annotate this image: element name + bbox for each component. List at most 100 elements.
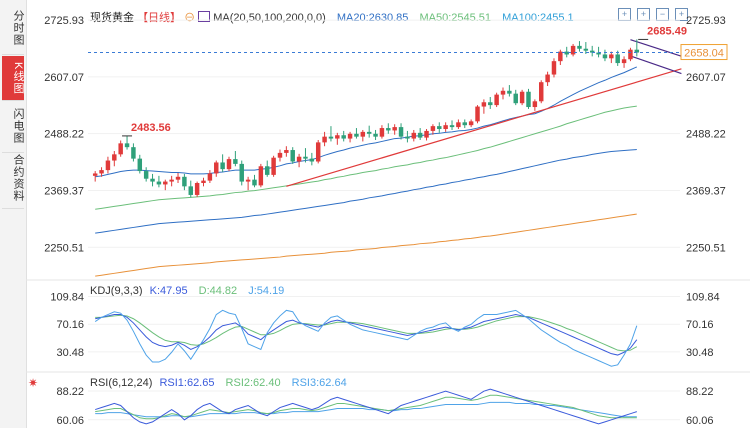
candle-body <box>468 121 474 126</box>
candle-body <box>551 61 557 75</box>
candle-body <box>201 180 206 184</box>
kdj-k-line <box>95 314 638 356</box>
kdj-tick-left: 70.16 <box>56 319 84 331</box>
candle-body <box>112 154 117 161</box>
tab-lightning[interactable]: 闪电图 <box>2 100 24 153</box>
tab-contract-info[interactable]: 合约资料 <box>2 148 24 209</box>
candle-body <box>513 93 518 104</box>
candle-body <box>417 132 423 138</box>
candle-body <box>507 90 512 94</box>
candle-body <box>194 183 200 195</box>
settings-icon[interactable]: ✷ <box>28 376 39 390</box>
reset-icon[interactable]: + <box>675 8 688 21</box>
kdj-j-line <box>94 309 638 367</box>
candle-body <box>137 158 143 172</box>
rsi3-value: RSI3:62.64 <box>291 377 347 389</box>
kdj-tick-left: 109.84 <box>50 291 84 303</box>
trendline-channel-top <box>630 39 688 59</box>
price-tick-right: 2250.51 <box>686 242 726 254</box>
candle-body <box>290 150 295 162</box>
candle-body <box>577 45 582 49</box>
ma100-line <box>95 149 637 234</box>
kdj-settings[interactable]: KDJ(9,3,3) <box>90 285 143 297</box>
candle-body <box>156 181 162 185</box>
rsi1-value: RSI1:62.65 <box>159 377 215 389</box>
rsi-settings[interactable]: RSI(6,12,24) <box>90 377 153 389</box>
candle-body <box>494 94 499 106</box>
candle-body <box>379 128 385 137</box>
extreme-price-label: 2483.56 <box>131 122 171 134</box>
candle-body <box>462 122 467 126</box>
zoom-out-icon[interactable]: − <box>656 8 669 21</box>
price-tick-left: 2488.22 <box>44 129 84 141</box>
candle-body <box>347 133 353 139</box>
candle-body <box>481 102 487 107</box>
candle-body <box>475 106 480 122</box>
tab-timeshare[interactable]: 分时图 <box>2 2 24 55</box>
price-tick-right: 2488.22 <box>686 129 726 141</box>
rsi2-value: RSI2:62.40 <box>225 377 281 389</box>
candle-body <box>615 54 620 64</box>
candle-body <box>169 179 174 182</box>
candle-body <box>589 50 595 53</box>
tab-kline[interactable]: K线图 <box>2 56 24 101</box>
trendline-channel-bottom <box>630 55 682 75</box>
ma100-value: MA100:2455.1 <box>502 12 574 24</box>
period-selector[interactable]: 【日线】 <box>137 12 182 24</box>
candle-body <box>207 173 213 181</box>
extreme-price-label: 2685.49 <box>647 25 687 37</box>
candle-body <box>341 135 346 139</box>
candle-body <box>373 133 378 137</box>
candle-body <box>214 162 219 174</box>
candle-body <box>583 48 589 51</box>
ma20-value: MA20:2630.85 <box>336 12 409 24</box>
price-tick-left: 2725.93 <box>44 15 84 27</box>
price-tick-right: 2369.37 <box>686 185 726 197</box>
candle-body <box>596 52 601 55</box>
price-tick-left: 2607.07 <box>44 72 84 84</box>
period-dropdown-icon[interactable]: ⊖ <box>184 12 196 24</box>
candle-body <box>92 173 98 176</box>
candle-body <box>488 102 493 106</box>
candle-body <box>392 127 397 131</box>
candle-body <box>405 136 410 139</box>
ma-settings-icon[interactable] <box>198 11 211 22</box>
chart-header: 现货黄金 【日线】 ⊖ MA(20,50,100,200,0,0) MA20:2… <box>90 9 574 25</box>
candle-body <box>602 54 608 59</box>
zoom-in-icon[interactable]: + <box>637 8 650 21</box>
kdj-tick-right: 30.48 <box>686 347 714 359</box>
candle-body <box>271 157 276 175</box>
fullscreen-icon[interactable]: + <box>618 8 631 21</box>
candle-body <box>245 179 251 182</box>
kdj-d-value: D:44.82 <box>198 285 238 297</box>
ma50-value: MA50:2545.51 <box>419 12 492 24</box>
ma20-line <box>95 66 638 178</box>
kdj-tick-right: 70.16 <box>686 319 714 331</box>
candle-body <box>163 181 168 185</box>
candle-body <box>182 176 187 187</box>
candle-body <box>398 127 404 137</box>
candle-body <box>233 159 238 164</box>
candle-body <box>220 162 225 170</box>
candle-body <box>430 126 436 131</box>
candle-body <box>456 122 461 128</box>
toolbar-icons: + + − + <box>618 8 688 21</box>
price-tick-right: 2725.93 <box>686 15 726 27</box>
ma-settings[interactable]: MA(20,50,100,200,0,0) <box>213 12 326 24</box>
candle-body <box>564 51 569 55</box>
current-price-box <box>680 44 728 61</box>
candle-body <box>175 176 181 180</box>
candle-body <box>424 130 429 138</box>
candle-body <box>634 49 640 53</box>
candle-body <box>143 171 149 179</box>
kdj-tick-left: 30.48 <box>56 347 84 359</box>
candle-body <box>303 156 308 159</box>
candle-body <box>526 91 531 108</box>
candle-body <box>354 133 359 137</box>
candle-body <box>328 136 334 139</box>
candle-body <box>252 179 257 186</box>
candle-body <box>315 142 321 162</box>
candle-body <box>558 51 563 62</box>
